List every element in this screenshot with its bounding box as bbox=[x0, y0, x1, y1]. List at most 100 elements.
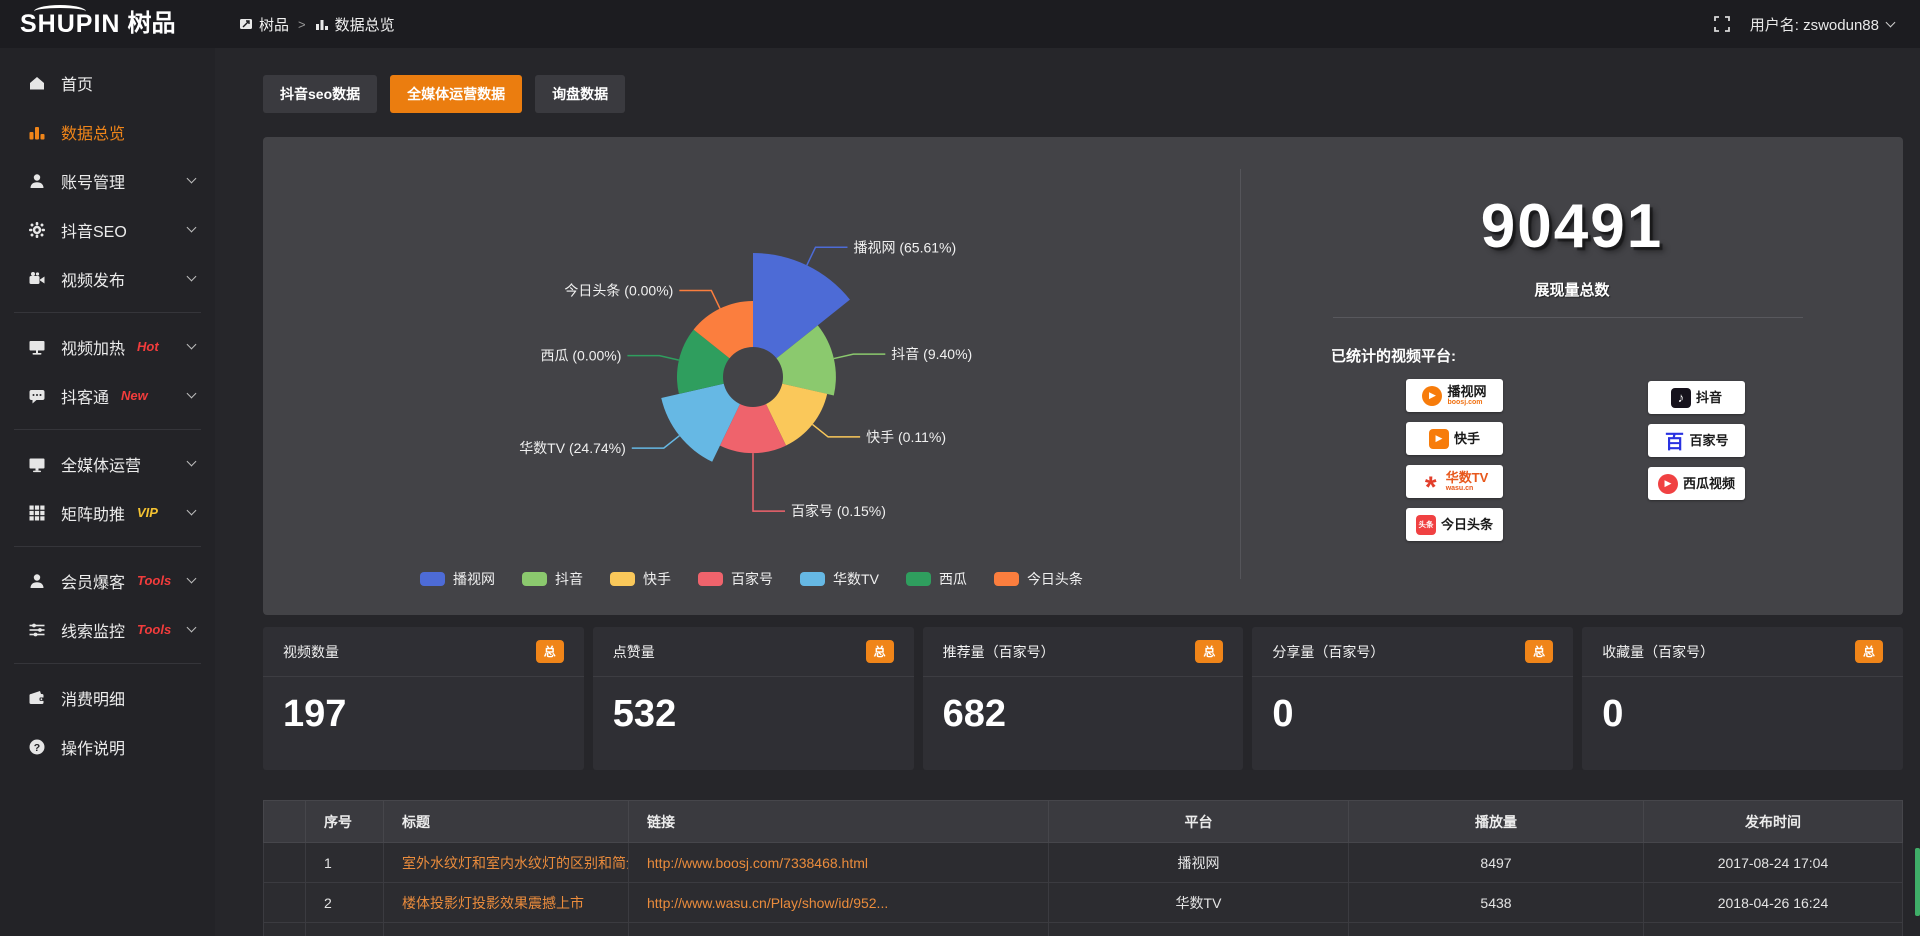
sidebar-item-douyin-seo[interactable]: 抖音SEO bbox=[0, 205, 215, 254]
fullscreen-icon[interactable] bbox=[1713, 16, 1730, 32]
video-url-link[interactable]: http://www.wasu.cn/Play/show/id/952... bbox=[647, 894, 889, 911]
video-title-link[interactable]: 室外水纹灯和室内水纹灯的区别和简介 bbox=[402, 854, 629, 871]
sidebar-item-help[interactable]: ? 操作说明 bbox=[0, 722, 215, 771]
table-row-partial bbox=[263, 922, 1903, 936]
rose-chart-area: 播视网 (65.61%) 抖音 (9.40%) 快手 (0.11%) 百家号 (0.1… bbox=[263, 137, 1240, 615]
sidebar-item-data-overview[interactable]: 数据总览 bbox=[0, 107, 215, 156]
sidebar-item-label: 账号管理 bbox=[61, 174, 126, 192]
sidebar-item-lead-monitor[interactable]: 线索监控 Tools bbox=[0, 605, 215, 654]
logo-text-cn: 树品 bbox=[127, 10, 176, 37]
legend-label: 播视网 bbox=[453, 571, 496, 587]
tab-inquiry-data[interactable]: 询盘数据 bbox=[535, 75, 626, 113]
sidebar-item-label: 会员爆客 bbox=[61, 574, 126, 592]
pie-slice-华数TV bbox=[661, 377, 753, 462]
rose-chart[interactable]: 播视网 (65.61%) 抖音 (9.40%) 快手 (0.11%) 百家号 (0.1… bbox=[263, 137, 1240, 567]
video-url-link[interactable]: http://www.boosj.com/7338468.html bbox=[647, 854, 869, 871]
sidebar-item-label: 视频发布 bbox=[61, 272, 126, 290]
legend-swatch bbox=[698, 572, 724, 586]
card-label: 分享量（百家号） bbox=[1272, 643, 1385, 660]
svg-text:?: ? bbox=[34, 742, 40, 754]
total-badge: 总 bbox=[1525, 640, 1554, 663]
bar-chart-icon bbox=[29, 126, 45, 139]
legend-label: 西瓜 bbox=[938, 571, 967, 587]
legend-item[interactable]: 百家号 bbox=[698, 569, 773, 589]
platform-name: 快手 bbox=[1453, 430, 1480, 446]
hot-badge: Hot bbox=[137, 339, 159, 354]
legend-label: 百家号 bbox=[731, 571, 774, 587]
chevron-down-icon bbox=[186, 173, 197, 184]
legend-item[interactable]: 抖音 bbox=[522, 569, 583, 589]
vip-badge: VIP bbox=[137, 505, 158, 520]
sidebar-item-matrix-boost[interactable]: 矩阵助推 VIP bbox=[0, 488, 215, 537]
sidebar-item-home[interactable]: 首页 bbox=[0, 58, 215, 107]
pie-label-快手: 快手 (0.11%) bbox=[866, 429, 946, 445]
sidebar-item-label: 首页 bbox=[61, 76, 94, 94]
chevron-down-icon bbox=[186, 222, 197, 233]
row-views: 5438 bbox=[1348, 882, 1644, 923]
sidebar-item-member-leads[interactable]: 会员爆客 Tools bbox=[0, 556, 215, 605]
legend-item[interactable]: 今日头条 bbox=[993, 569, 1083, 589]
user-menu[interactable]: 用户名: zswodun88 bbox=[1750, 14, 1896, 35]
platform-badge-baijiahao: 百 百家号 bbox=[1648, 424, 1745, 457]
breadcrumb-current[interactable]: 数据总览 bbox=[315, 14, 395, 35]
douyin-logo-icon: ♪ bbox=[1670, 387, 1691, 408]
sidebar-item-video-heat[interactable]: 视频加热 Hot bbox=[0, 322, 215, 371]
card-recommendations: 推荐量（百家号） 总 682 bbox=[922, 627, 1244, 770]
col-publish-time: 发布时间 bbox=[1643, 800, 1903, 843]
video-title-link[interactable]: 楼体投影灯投影效果震撼上市 bbox=[402, 894, 584, 911]
tab-bar: 抖音seo数据 全媒体运营数据 询盘数据 bbox=[263, 75, 1903, 113]
platform-badges: ▶ 播视网 boosj.com ♪ 抖音 ▶ 快手 百 百家号 * 华数TV w bbox=[1241, 379, 1903, 549]
user-icon bbox=[30, 173, 44, 188]
sidebar: 首页 数据总览 账号管理 抖音SEO 视频发布 视频加热 Hot 抖客通 New… bbox=[0, 48, 215, 936]
sidebar-item-label: 抖客通 bbox=[61, 389, 110, 407]
tab-douyin-seo-data[interactable]: 抖音seo数据 bbox=[263, 75, 378, 113]
card-favorites: 收藏量（百家号） 总 0 bbox=[1582, 627, 1903, 770]
stats-divider bbox=[1333, 317, 1803, 318]
pie-slice-百家号 bbox=[719, 377, 787, 454]
legend-item[interactable]: 播视网 bbox=[420, 569, 495, 589]
sidebar-item-account[interactable]: 账号管理 bbox=[0, 156, 215, 205]
col-platform: 平台 bbox=[1048, 800, 1349, 843]
platform-badge-boosj: ▶ 播视网 boosj.com bbox=[1406, 379, 1503, 412]
platform-badge-toutiao: 头条 今日头条 bbox=[1406, 508, 1503, 541]
col-link: 链接 bbox=[628, 800, 1049, 843]
sidebar-divider bbox=[14, 312, 201, 313]
card-likes: 点赞量 总 532 bbox=[592, 627, 914, 770]
row-views: 8497 bbox=[1348, 842, 1644, 883]
platform-badge-douyin: ♪ 抖音 bbox=[1648, 381, 1745, 414]
sidebar-item-video-publish[interactable]: 视频发布 bbox=[0, 254, 215, 303]
sidebar-item-label: 矩阵助推 bbox=[61, 506, 126, 524]
sidebar-item-spending[interactable]: 消费明细 bbox=[0, 673, 215, 722]
legend-swatch bbox=[800, 572, 826, 586]
videos-table: 序号 标题 链接 平台 播放量 发布时间 1 室外水纹灯和室内水纹灯的区别和简介… bbox=[263, 800, 1903, 936]
card-label: 推荐量（百家号） bbox=[942, 643, 1055, 660]
chevron-down-icon bbox=[186, 339, 197, 350]
legend-swatch bbox=[993, 572, 1019, 586]
col-title: 标题 bbox=[383, 800, 629, 843]
legend-item[interactable]: 华数TV bbox=[800, 569, 879, 589]
chevron-down-icon bbox=[186, 456, 197, 467]
legend-item[interactable]: 西瓜 bbox=[905, 569, 967, 589]
new-badge: New bbox=[121, 388, 148, 403]
monitor-icon bbox=[29, 340, 45, 355]
breadcrumb-home-label: 树品 bbox=[259, 16, 290, 34]
video-camera-icon bbox=[29, 271, 45, 284]
pie-label-西瓜: 西瓜 (0.00%) bbox=[540, 348, 621, 364]
tab-media-ops-data[interactable]: 全媒体运营数据 bbox=[390, 75, 523, 113]
platform-badge-wasu: * 华数TV wasu.cn bbox=[1406, 465, 1503, 502]
platforms-title: 已统计的视频平台: bbox=[1331, 348, 1456, 365]
table-row: 2 楼体投影灯投影效果震撼上市 http://www.wasu.cn/Play/… bbox=[263, 882, 1903, 923]
pie-label-华数TV: 华数TV (24.74%) bbox=[519, 440, 626, 456]
scrollbar-thumb[interactable] bbox=[1915, 848, 1920, 916]
row-index: 2 bbox=[305, 882, 384, 923]
boosj-logo-icon: ▶ bbox=[1422, 385, 1443, 406]
sidebar-item-media-ops[interactable]: 全媒体运营 bbox=[0, 439, 215, 488]
legend-label: 快手 bbox=[643, 571, 672, 587]
sidebar-item-doketong[interactable]: 抖客通 New bbox=[0, 371, 215, 420]
sidebar-item-label: 消费明细 bbox=[61, 691, 126, 709]
card-value: 682 bbox=[942, 693, 1006, 735]
col-views: 播放量 bbox=[1348, 800, 1644, 843]
sidebar-item-label: 视频加热 bbox=[61, 340, 126, 358]
legend-item[interactable]: 快手 bbox=[610, 569, 671, 589]
breadcrumb-home[interactable]: 树品 bbox=[239, 14, 289, 35]
